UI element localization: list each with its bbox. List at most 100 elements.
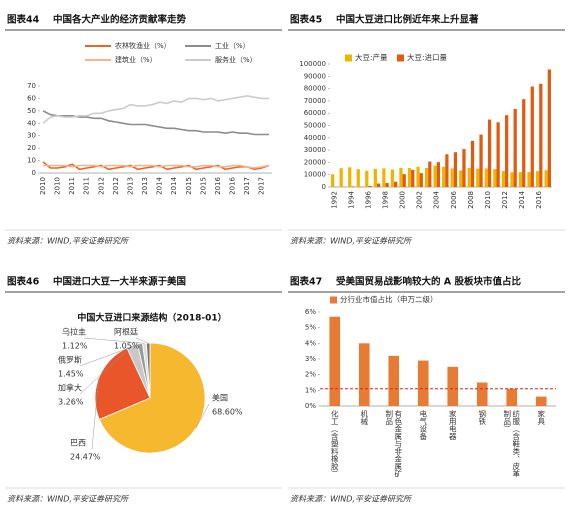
bar [407,168,412,187]
x-tick-label-box: 纺服（含鞋类、皮革制品） [497,410,527,484]
x-tick-label: 2011 [83,177,91,195]
bar [527,172,531,187]
bar [351,186,355,187]
bar [382,168,386,187]
x-tick-label-box: 电气设备 [418,410,428,440]
bar [510,172,514,187]
bar [385,183,389,187]
slice-value-label: 68.60% [212,408,243,417]
slice-label: 乌拉圭 [62,327,86,337]
x-tick-label-box: 化工（含塑料橡胶） [320,410,350,484]
x-tick-label: 家具 [536,410,546,425]
figure-title: 受美国贸易战影响较大的 A 股板块市值占比 [336,276,521,288]
legend-label: 大豆:进口量 [407,52,448,62]
x-tick-label: 有色金属与非金属矿制品 [384,410,403,478]
x-tick-label: 2010 [39,177,47,195]
bar [447,366,459,406]
slice-label: 美国 [212,393,228,403]
y-tick-label: 70 [27,82,36,90]
y-tick-label: 90000 [304,72,326,80]
bar [506,388,518,406]
bar [402,174,406,187]
x-tick-label-wrap: 化工（含塑料橡胶） [320,410,350,484]
y-tick-label: 40 [27,119,36,127]
x-tick-label: 2015 [185,177,193,195]
slice-value-label: 1.05% [114,342,140,351]
x-tick-label: 2014 [518,190,526,208]
x-tick-label: 2015 [199,177,207,195]
x-tick-label: 2000 [399,191,407,209]
x-tick-label: 2010 [484,191,492,209]
legend-swatch [330,296,337,304]
x-tick-label: 2010 [54,177,62,195]
x-tick-label: 化工（含塑料橡胶） [330,410,340,478]
x-tick-label-box: 有色金属与非金属矿制品 [384,410,403,478]
leader-line [79,343,141,367]
source-note: 资料来源：WIND,平安证券研究所 [290,495,413,504]
bar [518,172,523,187]
x-tick-label: 2002 [416,191,424,209]
x-tick-label: 2008 [467,191,475,209]
bar [547,69,551,187]
bar [470,140,475,187]
x-tick-label: 2014 [170,176,178,194]
legend-label: 分行业市值占比（申万二级） [340,294,438,304]
legend-swatch [345,54,352,62]
bar [493,169,497,187]
pie-title: 中国大豆进口来源结构（2018-01） [77,312,226,324]
y-tick-label: 5% [305,324,316,332]
slice-value-label: 1.12% [62,342,88,351]
x-tick-label: 电气设备 [418,410,428,440]
line-series [42,95,269,124]
figure-label: 图表46 [7,276,40,288]
legend-label: 工业（%） [215,41,250,50]
bar [339,168,343,187]
x-tick-label-box: 机械 [359,410,369,425]
bar [530,86,534,187]
bar [535,396,547,406]
x-tick-label-wrap: 家用电器 [438,410,468,484]
x-tick-label-wrap: 钢铁 [468,410,498,484]
slice-value-label: 1.45% [58,370,84,379]
bar [331,174,335,187]
bar [365,170,369,187]
x-tick-label-wrap: 纺服（含鞋类、皮革制品） [497,410,527,484]
leader-line [79,345,133,395]
y-tick-label: 80000 [304,85,326,93]
bar [484,168,488,187]
x-tick-label: 2017 [258,177,266,195]
bar [496,122,500,187]
x-tick-label-wrap: 家具 [527,410,557,484]
x-tick-label: 2004 [433,190,441,208]
figure-title: 中国各大产业的经济贡献率走势 [53,14,187,26]
bar [450,168,454,187]
x-tick-label: 2017 [243,177,251,195]
y-tick-label: 60000 [304,109,326,117]
x-tick-label: 2014 [156,176,164,194]
line-series [42,110,269,136]
x-tick-label: 2016 [535,190,543,208]
bar [436,162,440,187]
bar [376,183,381,187]
bar [373,168,377,187]
slice-value-label: 3.26% [58,398,84,407]
x-tick-label: 2012 [501,191,509,209]
x-tick-label: 机械 [359,410,369,425]
bar [368,186,372,187]
y-tick-label: 30 [27,132,36,140]
bar [544,170,548,187]
x-tick-label: 2012 [112,177,120,195]
line-series [43,164,270,169]
slice-label: 巴西 [70,439,86,448]
bar [445,154,449,187]
bar [416,166,420,187]
bar [411,169,415,187]
y-tick-label: 10000 [304,171,326,179]
x-tick-label: 2011 [68,177,76,195]
figure-title: 中国大豆进口比例近年来上升显著 [336,14,479,26]
y-tick-label: 4% [305,339,316,347]
figure-label: 图表44 [7,14,40,26]
bar [358,343,370,406]
legend-label: 建筑业（%） [115,55,157,64]
